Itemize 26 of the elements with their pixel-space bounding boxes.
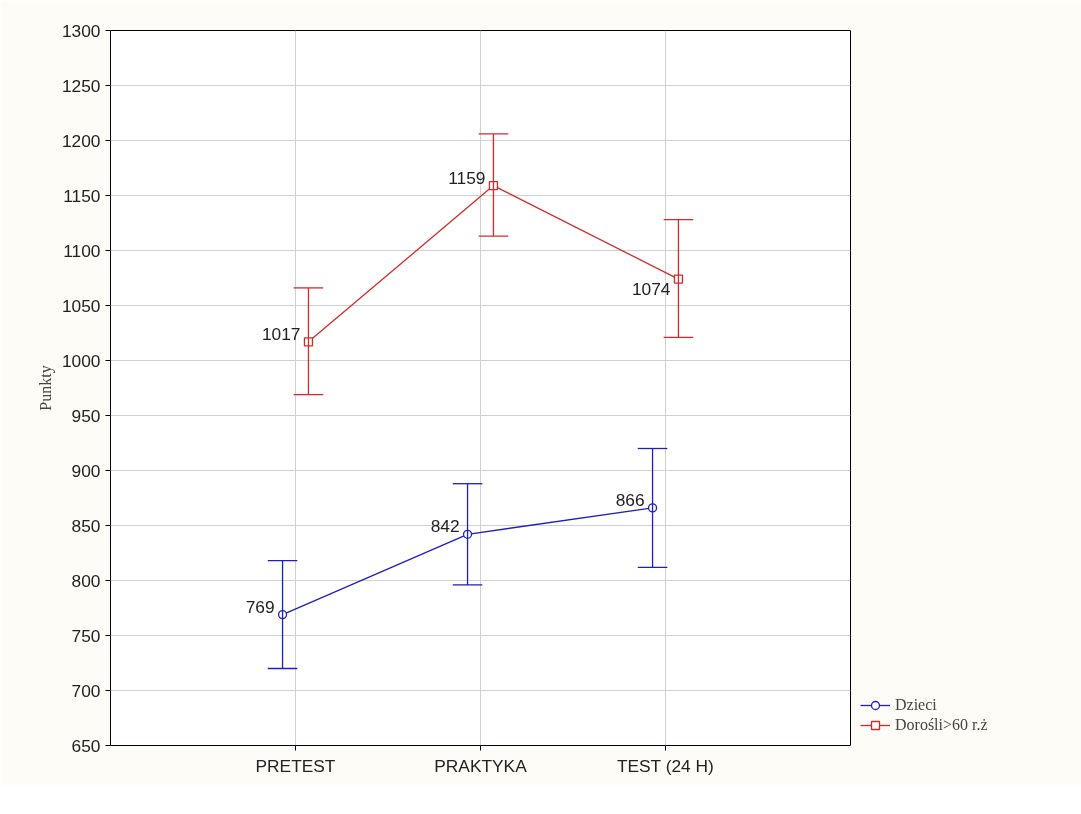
legend-label: Dorośli>60 r.ż	[895, 716, 988, 734]
x-tick-label: PRETEST	[255, 755, 336, 776]
data-label: 866	[615, 489, 645, 510]
x-tick-label: TEST (24 H)	[616, 755, 714, 776]
data-label: 842	[430, 516, 460, 537]
y-tick-label: 800	[71, 570, 101, 591]
y-tick-label: 650	[71, 735, 101, 756]
legend-label: Dzieci	[895, 696, 937, 714]
data-label: 1017	[261, 323, 301, 344]
data-label: 1074	[631, 279, 671, 300]
y-tick-label: 950	[71, 405, 101, 426]
y-tick-label: 1000	[61, 350, 101, 371]
y-axis-title: Punkty	[36, 365, 55, 411]
y-tick-label: 1100	[63, 240, 101, 261]
y-tick-label: 900	[71, 460, 101, 481]
y-tick-label: 700	[71, 680, 101, 701]
y-tick-label: 1150	[63, 185, 101, 206]
y-tick-label: 750	[71, 625, 101, 646]
y-tick-label: 1300	[61, 20, 101, 41]
data-label: 769	[245, 596, 275, 617]
data-label: 1159	[448, 167, 486, 188]
y-tick-label: 1050	[61, 295, 101, 316]
y-tick-label: 1200	[61, 130, 101, 151]
y-tick-label: 850	[71, 515, 101, 536]
y-tick-label: 1250	[61, 75, 101, 96]
x-tick-label: PRAKTYKA	[434, 755, 528, 776]
